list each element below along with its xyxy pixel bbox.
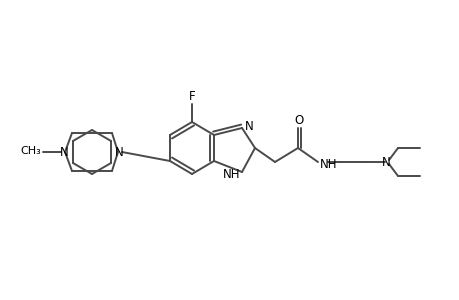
Text: NH: NH (222, 167, 240, 181)
Text: N: N (114, 146, 123, 158)
Text: F: F (188, 89, 195, 103)
Text: N: N (60, 146, 68, 158)
Text: N: N (381, 155, 390, 169)
Text: NH: NH (319, 158, 337, 170)
Text: O: O (294, 113, 303, 127)
Text: CH₃: CH₃ (20, 146, 41, 156)
Text: N: N (245, 121, 253, 134)
